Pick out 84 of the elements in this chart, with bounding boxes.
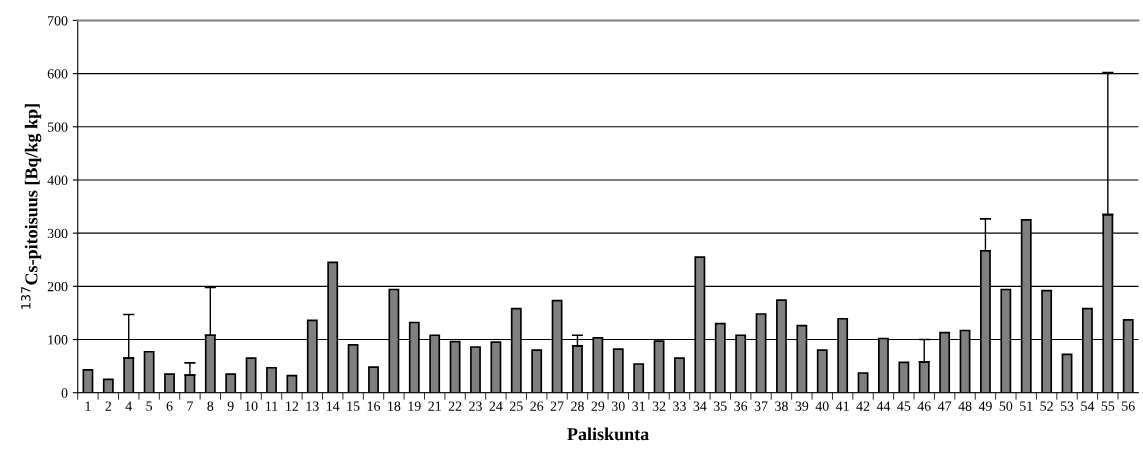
bar	[1061, 353, 1073, 393]
y-axis-title: $^{137}$Cs-pitoisuus [Bq/kg kp]	[21, 104, 42, 309]
bar	[531, 349, 543, 393]
bar	[102, 378, 114, 393]
x-tick-label: 10	[245, 401, 258, 411]
x-tick-label: 6	[166, 401, 173, 411]
x-tick-label: 30	[611, 401, 625, 411]
x-tick-label: 29	[591, 401, 605, 411]
x-tick-label: 28	[571, 401, 584, 411]
x-tick-label: 45	[897, 401, 911, 411]
x-tick-label: 7	[187, 401, 193, 411]
y-tick-label: 400	[47, 175, 68, 185]
y-tick-label: 600	[47, 69, 68, 79]
bar	[918, 361, 930, 393]
bar	[368, 366, 379, 393]
x-tick-label: 55	[1101, 401, 1115, 411]
x-tick-label: 27	[550, 401, 564, 411]
x-tick-label: 8	[207, 401, 214, 411]
y-tick-label: 0	[61, 388, 68, 398]
x-tick-label: 25	[509, 401, 523, 411]
x-tick-label: 37	[754, 401, 768, 411]
x-tick-label: 46	[917, 401, 931, 411]
x-tick-label: 51	[1020, 401, 1033, 411]
x-tick-label: 14	[326, 401, 340, 411]
bar	[470, 346, 481, 393]
x-tick-label: 5	[146, 401, 153, 411]
x-tick-label: 52	[1040, 401, 1053, 411]
bar	[143, 350, 155, 393]
x-tick-label: 54	[1081, 401, 1095, 411]
x-tick-label: 26	[530, 401, 544, 411]
x-tick-label: 23	[469, 401, 482, 411]
bar	[123, 357, 135, 393]
x-tick-label: 49	[978, 401, 992, 411]
x-tick-label: 34	[693, 401, 707, 411]
x-tick-label: 50	[999, 401, 1013, 411]
x-tick-label: 36	[734, 401, 748, 411]
bar	[816, 349, 828, 393]
x-tick-label: 44	[876, 401, 891, 411]
x-tick-label: 16	[367, 401, 381, 411]
bar	[286, 374, 298, 393]
x-tick-label: 18	[388, 401, 401, 411]
x-tick-label: 24	[489, 401, 503, 411]
bar	[82, 369, 94, 393]
y-tick-label: 500	[47, 122, 68, 132]
x-tick-label: 39	[795, 401, 809, 411]
bar	[633, 363, 645, 393]
x-axis-title: Paliskunta	[567, 427, 649, 441]
y-tick-label: 300	[47, 228, 68, 239]
x-tick-label: 48	[958, 401, 972, 411]
x-tick-label: 4	[125, 401, 132, 411]
bar	[572, 345, 583, 393]
x-tick-label: 33	[673, 401, 686, 411]
bar	[857, 372, 869, 393]
x-tick-label: 42	[856, 401, 870, 411]
x-tick-label: 22	[448, 401, 462, 411]
y-tick-label: 700	[48, 16, 68, 26]
x-tick-label: 53	[1060, 401, 1074, 411]
x-tick-label: 38	[775, 401, 788, 411]
bar	[898, 361, 910, 393]
x-tick-label: 40	[815, 401, 829, 411]
x-tick-label: 2	[105, 401, 112, 411]
bar	[225, 373, 237, 393]
bar	[612, 348, 624, 393]
bar	[674, 357, 685, 393]
y-tick-label: 200	[47, 281, 68, 292]
x-tick-label: 15	[347, 401, 360, 411]
bar	[245, 357, 257, 393]
x-tick-label: 35	[713, 401, 727, 411]
x-tick-label: 56	[1122, 401, 1135, 411]
x-tick-label: 47	[937, 401, 952, 411]
bar	[266, 366, 277, 393]
y-tick-label: 100	[48, 335, 68, 345]
x-tick-label: 9	[227, 401, 234, 411]
bar	[164, 373, 175, 393]
x-tick-label: 32	[652, 401, 666, 411]
x-tick-label: 12	[286, 401, 299, 411]
x-tick-label: 21	[428, 401, 441, 411]
x-tick-label: 19	[408, 401, 421, 411]
x-tick-label: 11	[266, 401, 278, 411]
x-tick-label: 13	[306, 401, 319, 411]
x-tick-label: 31	[632, 401, 645, 411]
x-tick-label: 41	[835, 401, 849, 411]
bar	[347, 344, 359, 393]
x-tick-label: 1	[85, 401, 91, 411]
